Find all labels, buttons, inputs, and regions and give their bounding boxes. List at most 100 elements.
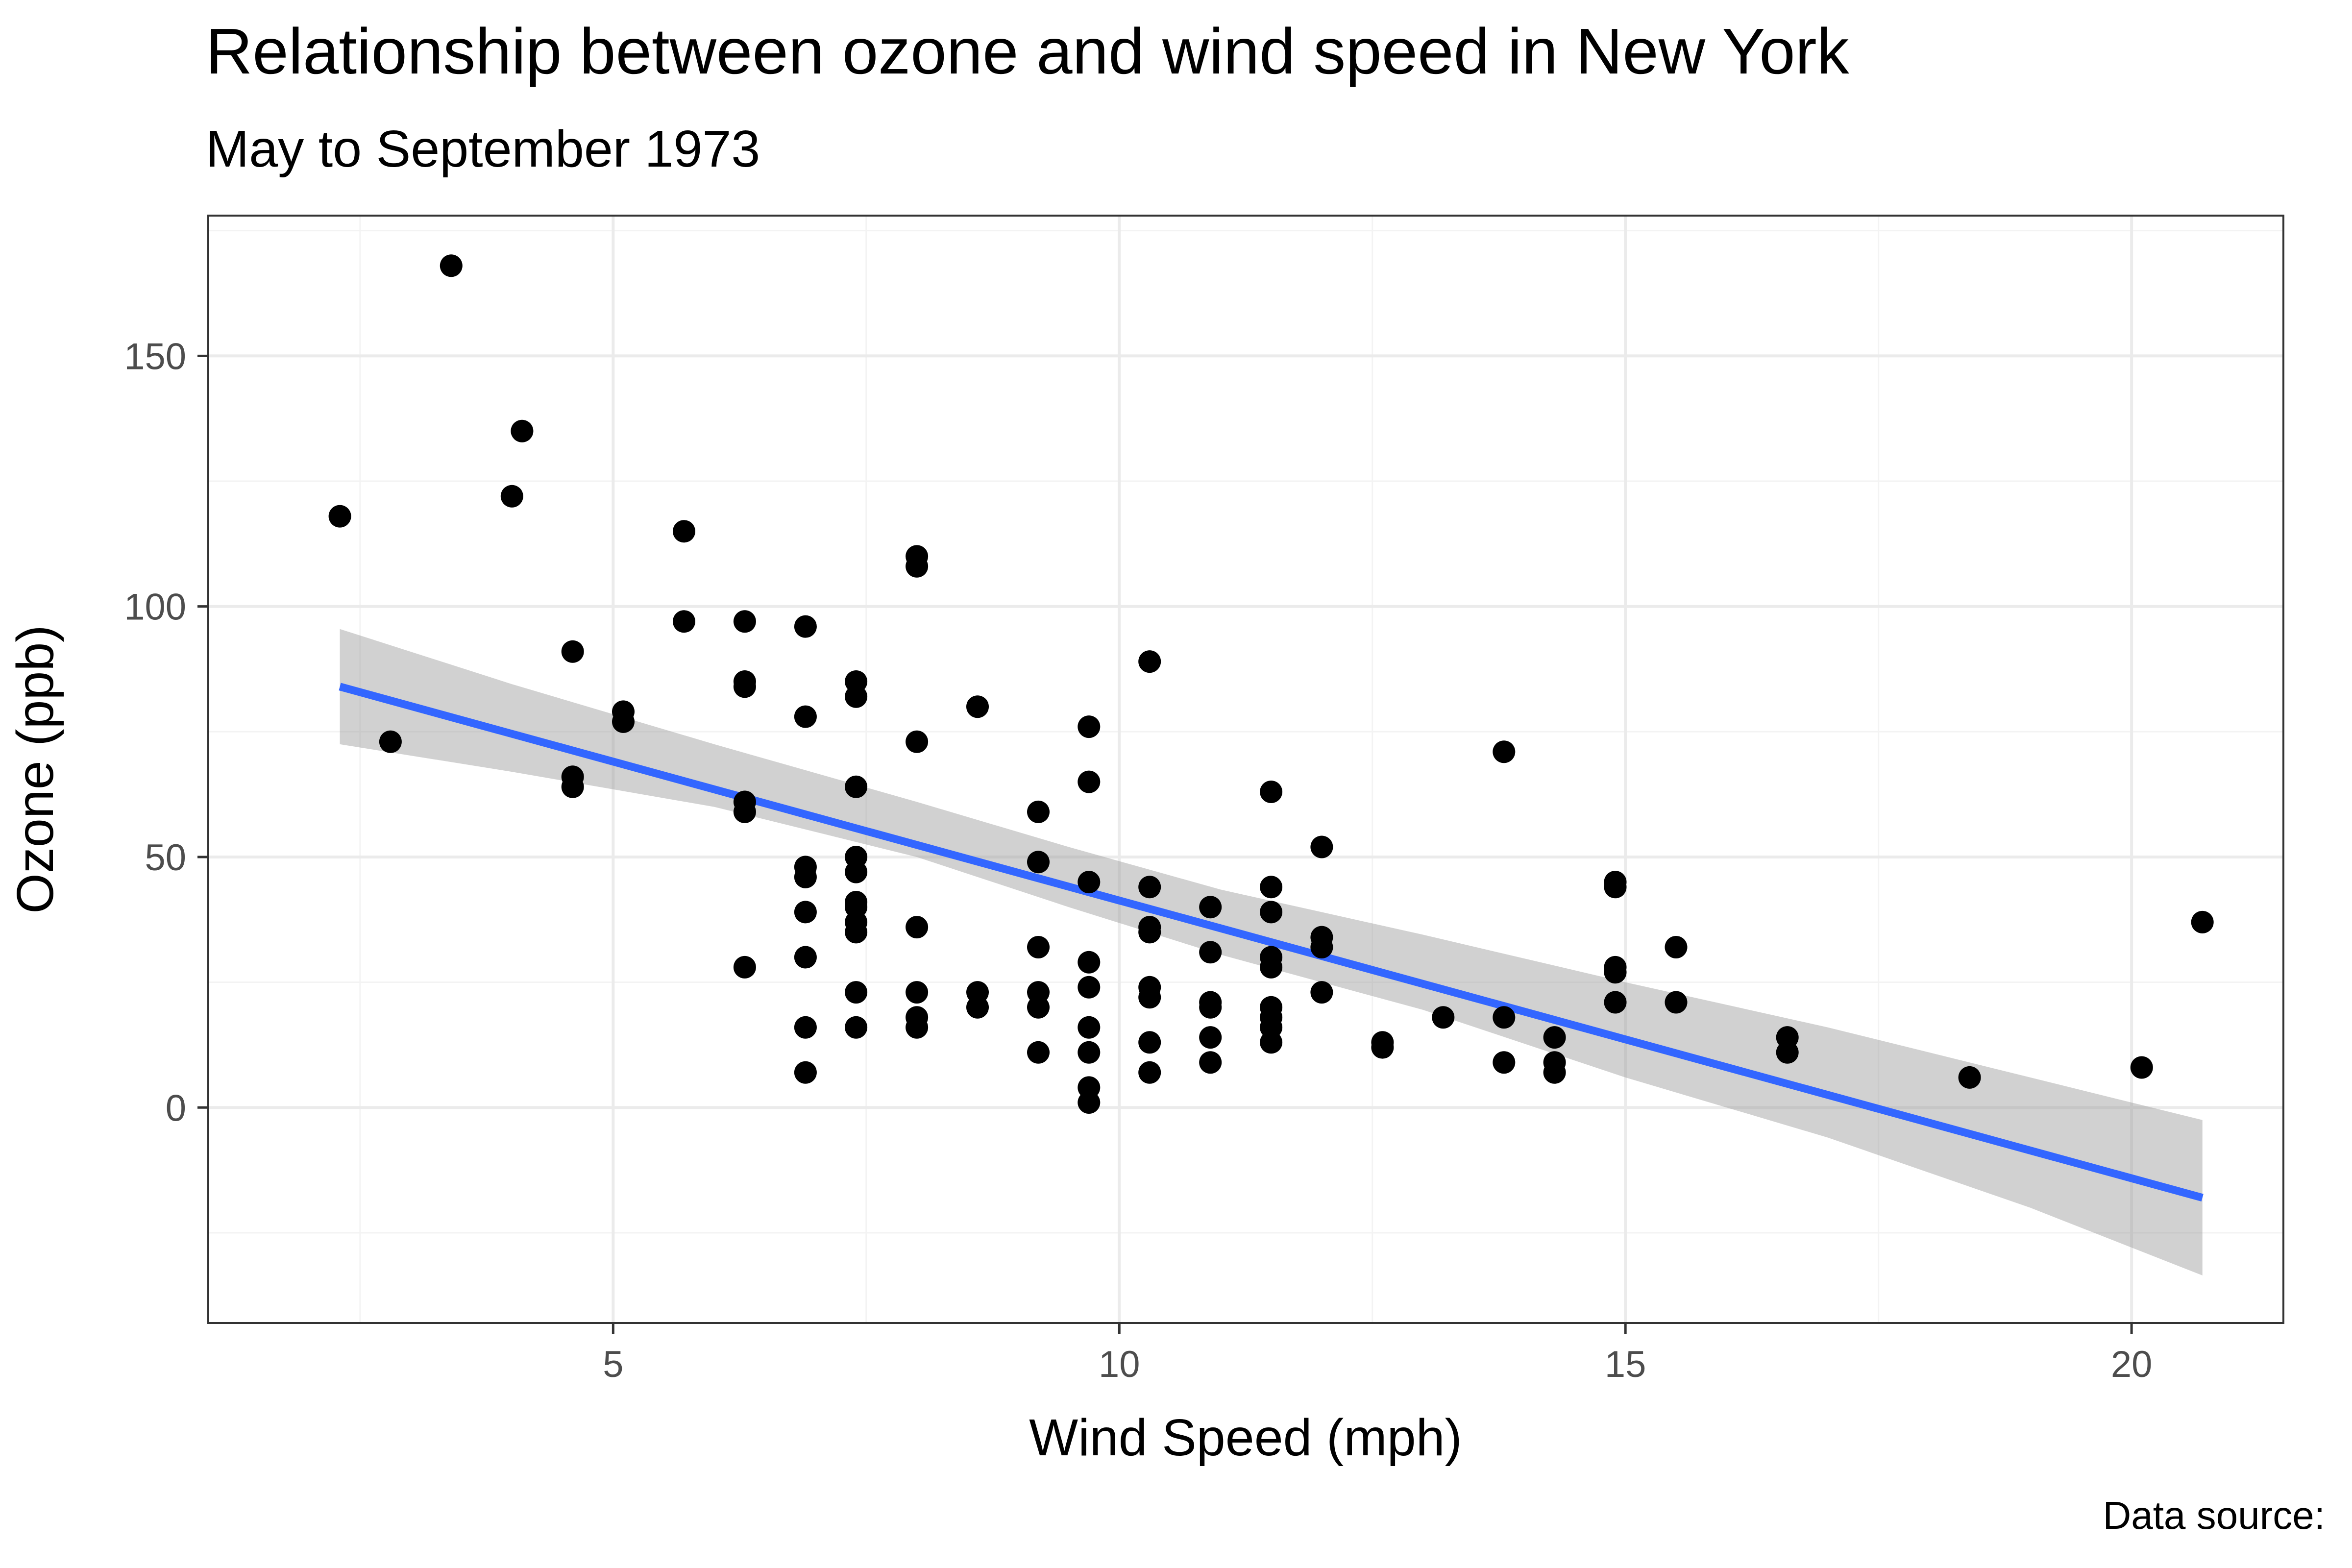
data-point — [1078, 1091, 1101, 1114]
data-point — [906, 981, 929, 1004]
data-point — [1199, 1051, 1222, 1074]
data-point — [1078, 715, 1101, 738]
data-point — [328, 505, 351, 528]
data-point — [845, 921, 868, 944]
data-point — [845, 981, 868, 1004]
data-point — [794, 615, 817, 638]
data-point — [2191, 910, 2214, 933]
data-point — [1604, 876, 1627, 899]
data-point — [1027, 936, 1050, 958]
data-point — [1260, 901, 1283, 924]
y-axis-label: Ozone (ppb) — [6, 625, 64, 913]
data-point — [1138, 986, 1161, 1009]
regression-line — [339, 683, 2204, 1202]
data-point — [794, 865, 817, 888]
x-tick-label: 10 — [1099, 1344, 1140, 1385]
data-point — [906, 1016, 929, 1039]
data-point — [1493, 740, 1516, 763]
chart-subtitle: May to September 1973 — [206, 120, 760, 178]
data-point — [379, 730, 402, 753]
data-point — [845, 860, 868, 883]
data-point — [561, 775, 584, 798]
x-tick-label: 20 — [2111, 1344, 2153, 1385]
y-tick-label: 100 — [124, 587, 186, 628]
data-point — [845, 775, 868, 798]
data-point — [1260, 956, 1283, 979]
data-point — [1138, 650, 1161, 673]
data-point — [1078, 1041, 1101, 1064]
data-point — [1027, 851, 1050, 874]
grid-layer — [208, 216, 2283, 1323]
data-point — [906, 730, 929, 753]
data-point — [733, 800, 756, 823]
data-point — [1776, 1041, 1799, 1064]
fit-line-layer — [339, 683, 2204, 1202]
data-point — [1078, 976, 1101, 999]
data-point — [1310, 835, 1333, 858]
data-point — [1199, 996, 1222, 1019]
data-point — [1199, 941, 1222, 964]
data-point — [1078, 951, 1101, 974]
data-point — [2130, 1056, 2153, 1079]
points-layer — [328, 254, 2214, 1114]
data-point — [1138, 876, 1161, 899]
data-point — [733, 610, 756, 633]
data-point — [1371, 1036, 1394, 1059]
data-point — [440, 254, 463, 277]
data-point — [1310, 981, 1333, 1004]
data-point — [906, 555, 929, 578]
data-point — [1027, 996, 1050, 1019]
data-point — [511, 419, 534, 442]
data-point — [1260, 781, 1283, 803]
data-point — [733, 956, 756, 979]
chart-title: Relationship between ozone and wind spee… — [206, 15, 1850, 87]
data-point — [1260, 1031, 1283, 1054]
data-point — [1027, 1041, 1050, 1064]
data-point — [1138, 921, 1161, 944]
data-point — [1543, 1026, 1566, 1049]
data-point — [673, 520, 695, 543]
data-point — [1604, 991, 1627, 1014]
x-axis-label: Wind Speed (mph) — [1029, 1409, 1462, 1467]
data-point — [1958, 1066, 1981, 1089]
x-axis: 5 10 15 20 — [603, 1323, 2152, 1385]
data-point — [1665, 991, 1688, 1014]
data-point — [794, 1061, 817, 1084]
data-point — [1199, 1026, 1222, 1049]
data-point — [1078, 871, 1101, 894]
data-point — [966, 695, 989, 718]
data-point — [1260, 876, 1283, 899]
data-point — [1493, 1006, 1516, 1029]
data-point — [1199, 896, 1222, 919]
data-point — [1027, 800, 1050, 823]
x-tick-label: 15 — [1605, 1344, 1646, 1385]
data-point — [794, 1016, 817, 1039]
data-point — [794, 901, 817, 924]
data-point — [1138, 1031, 1161, 1054]
data-point — [966, 996, 989, 1019]
data-point — [1432, 1006, 1455, 1029]
data-point — [906, 916, 929, 939]
data-point — [673, 610, 695, 633]
data-point — [794, 946, 817, 969]
plot-panel — [207, 215, 2284, 1324]
data-point — [733, 675, 756, 698]
y-tick-label: 150 — [124, 336, 186, 377]
data-point — [1078, 770, 1101, 793]
data-point — [1493, 1051, 1516, 1074]
data-point — [1543, 1061, 1566, 1084]
panel-frame — [207, 215, 2284, 1324]
caption: Data source: — [2103, 1494, 2325, 1537]
data-point — [1665, 936, 1688, 958]
data-point — [500, 485, 523, 508]
data-point — [1310, 936, 1333, 958]
y-tick-label: 0 — [166, 1087, 186, 1129]
data-point — [561, 640, 584, 663]
data-point — [612, 710, 635, 733]
data-point — [794, 705, 817, 728]
data-point — [845, 685, 868, 708]
data-point — [1078, 1016, 1101, 1039]
x-tick-label: 5 — [603, 1344, 623, 1385]
y-tick-label: 50 — [145, 837, 186, 879]
